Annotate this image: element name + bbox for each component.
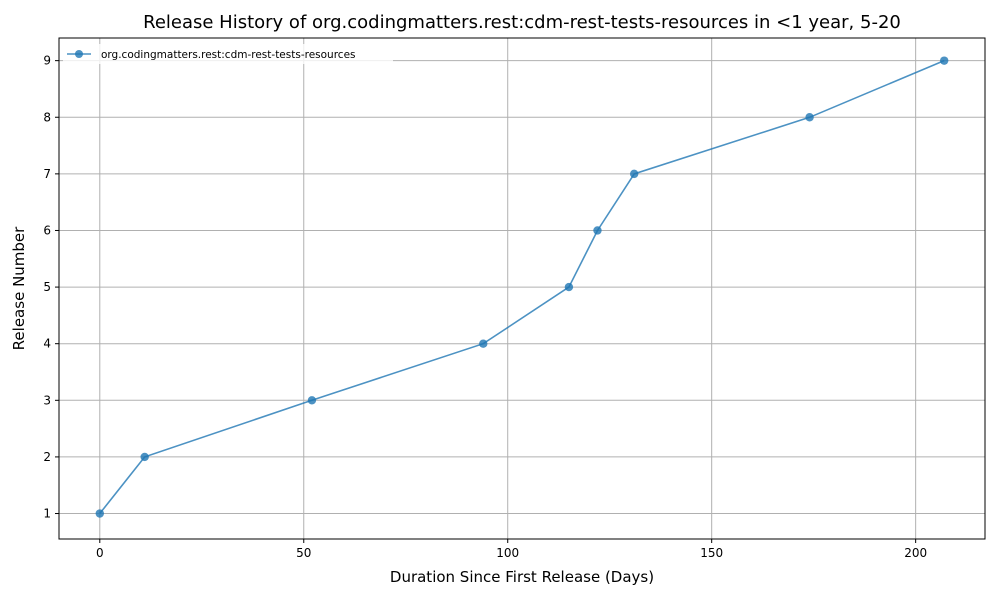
legend-label: org.codingmatters.rest:cdm-rest-tests-re… <box>101 49 356 61</box>
data-point <box>593 226 602 235</box>
y-tick-label: 6 <box>43 223 51 237</box>
y-tick-label: 7 <box>43 167 51 181</box>
y-tick-label: 1 <box>43 507 51 521</box>
x-tick-label: 50 <box>296 546 311 560</box>
y-tick-label: 4 <box>43 337 51 351</box>
data-point <box>307 396 317 405</box>
y-axis-title: Release Number <box>10 226 28 350</box>
series-layer <box>95 56 949 518</box>
x-tick-label: 0 <box>96 546 104 560</box>
data-point <box>805 113 814 122</box>
chart-title: Release History of org.codingmatters.res… <box>143 12 901 33</box>
data-point <box>479 339 488 348</box>
grid <box>59 38 985 539</box>
plot-area-frame <box>58 37 986 540</box>
legend-frame <box>63 44 393 64</box>
y-tick-label: 9 <box>43 54 51 68</box>
x-tick-label: 100 <box>496 546 519 560</box>
y-tick-label: 2 <box>43 450 51 464</box>
legend-marker-swatch <box>75 50 83 58</box>
data-point <box>140 452 149 462</box>
data-point <box>940 56 949 65</box>
y-tick-label: 3 <box>43 393 51 407</box>
x-axis: 0 50 100 150 200 <box>96 539 927 560</box>
data-point <box>564 282 574 292</box>
data-point <box>629 169 639 179</box>
legend: org.codingmatters.rest:cdm-rest-tests-re… <box>63 44 393 64</box>
y-tick-label: 8 <box>43 110 51 124</box>
x-axis-title: Duration Since First Release (Days) <box>390 568 654 586</box>
x-tick-label: 150 <box>700 546 723 560</box>
y-tick-label: 5 <box>43 280 51 294</box>
x-tick-label: 200 <box>904 546 927 560</box>
y-axis: 1 2 3 4 5 6 7 8 9 <box>43 54 59 521</box>
data-point <box>95 509 104 518</box>
